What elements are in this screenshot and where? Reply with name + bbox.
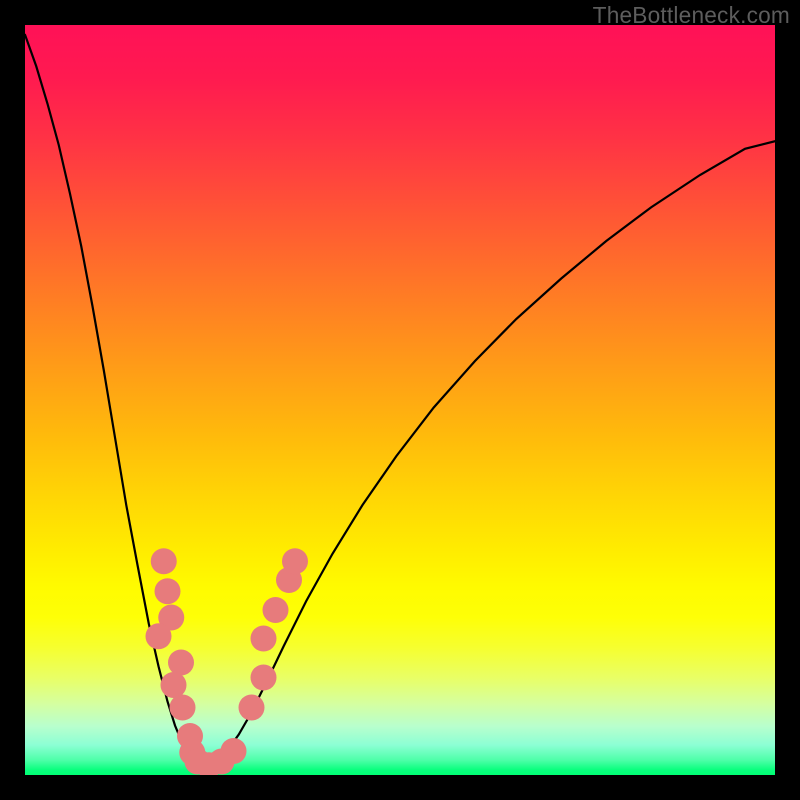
data-marker	[168, 650, 194, 676]
bottleneck-curve-svg	[25, 25, 775, 775]
watermark-text: TheBottleneck.com	[593, 2, 790, 29]
data-marker	[161, 672, 187, 698]
data-marker	[282, 548, 308, 574]
data-marker	[151, 548, 177, 574]
data-marker	[155, 578, 181, 604]
data-marker	[221, 738, 247, 764]
data-marker	[251, 626, 277, 652]
data-marker	[263, 597, 289, 623]
bottleneck-curve	[25, 35, 775, 766]
data-marker	[170, 695, 196, 721]
data-marker	[146, 623, 172, 649]
data-marker	[251, 665, 277, 691]
data-marker	[239, 695, 265, 721]
